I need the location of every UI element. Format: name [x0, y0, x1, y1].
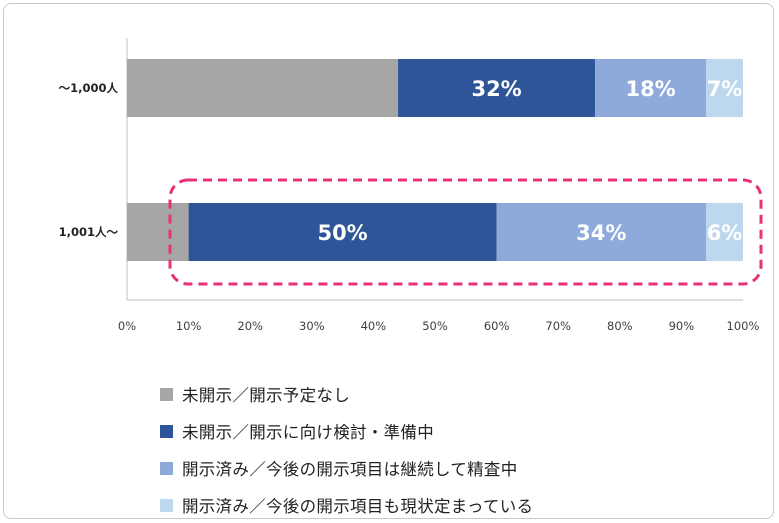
- chart-legend: 未開示／開示予定なし未開示／開示に向け検討・準備中開示済み／今後の開示項目は継続…: [160, 380, 533, 519]
- bar-segment: [127, 59, 399, 117]
- highlight-box: [168, 178, 763, 286]
- data-label: 34%: [576, 221, 626, 245]
- x-tick-label: 40%: [361, 319, 387, 333]
- bar-segment: [127, 203, 189, 261]
- bar-segment: [398, 59, 596, 117]
- x-tick-label: 20%: [237, 319, 263, 333]
- legend-label: 開示済み／今後の開示項目も現状定まっている: [182, 497, 534, 516]
- data-label: 32%: [471, 77, 521, 101]
- x-tick-label: 100%: [727, 319, 760, 333]
- x-tick-label: 80%: [607, 319, 633, 333]
- x-tick-label: 90%: [669, 319, 695, 333]
- x-tick-label: 10%: [176, 319, 202, 333]
- x-tick-label: 60%: [484, 319, 510, 333]
- legend-swatch: [160, 387, 173, 401]
- legend-item: 未開示／開示に向け検討・準備中: [160, 417, 533, 445]
- bar-segment: [706, 59, 743, 117]
- x-tick-label: 70%: [545, 319, 571, 333]
- legend-label: 開示済み／今後の開示項目は継続して精査中: [182, 460, 518, 479]
- data-label: 7%: [707, 77, 743, 101]
- legend-swatch: [160, 498, 173, 512]
- legend-swatch: [160, 461, 173, 475]
- legend-item: 開示済み／今後の開示項目も現状定まっている: [160, 491, 533, 519]
- x-tick-label: 0%: [118, 319, 136, 333]
- data-label: 18%: [625, 77, 675, 101]
- legend-label: 未開示／開示に向け検討・準備中: [182, 423, 434, 442]
- bar-segment: [496, 203, 707, 261]
- legend-label: 未開示／開示予定なし: [182, 386, 350, 405]
- bar-segment: [706, 203, 743, 261]
- bar-segment: [595, 59, 707, 117]
- legend-swatch: [160, 424, 173, 438]
- data-label: 50%: [317, 221, 367, 245]
- bar-segment: [188, 203, 497, 261]
- category-label: 1,001人～: [59, 225, 119, 239]
- legend-item: 未開示／開示予定なし: [160, 380, 533, 408]
- x-tick-label: 50%: [422, 319, 448, 333]
- data-label: 6%: [707, 221, 743, 245]
- x-tick-label: 30%: [299, 319, 325, 333]
- category-label: ～1,000人: [59, 81, 119, 95]
- legend-item: 開示済み／今後の開示項目は継続して精査中: [160, 454, 533, 482]
